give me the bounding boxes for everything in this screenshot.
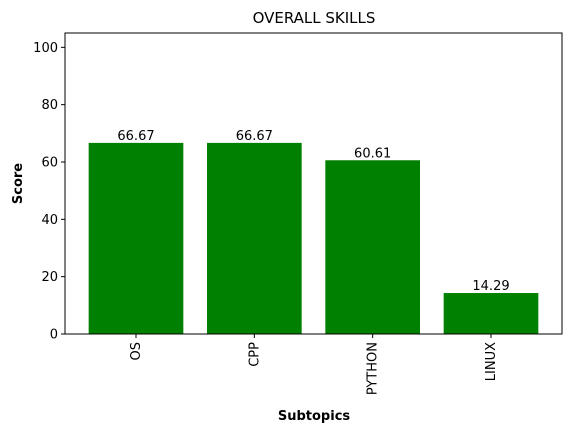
bars-layer <box>88 142 539 334</box>
y-tick-label-40: 40 <box>41 213 58 228</box>
data-label-cpp: 66.67 <box>236 129 273 144</box>
y-tick-label-20: 20 <box>41 270 58 285</box>
y-tick-label-80: 80 <box>41 98 58 113</box>
bar-python <box>325 160 420 334</box>
data-label-python: 60.61 <box>354 146 391 161</box>
y-axis-title: Score <box>11 163 26 204</box>
bar-linux <box>443 293 539 334</box>
data-label-os: 66.67 <box>117 129 154 144</box>
x-tick-label-linux: LINUX <box>484 342 499 381</box>
data-labels-layer: 66.67 66.67 60.61 14.29 <box>117 129 509 294</box>
x-axis-title: Subtopics <box>278 409 351 424</box>
chart-title: OVERALL SKILLS <box>253 9 376 27</box>
y-axis-ticks: 0 20 40 60 80 100 <box>33 41 65 343</box>
y-tick-label-60: 60 <box>41 156 58 171</box>
y-tick-label-100: 100 <box>33 41 58 56</box>
y-tick-label-0: 0 <box>50 328 58 343</box>
bar-cpp <box>207 142 302 334</box>
x-tick-label-python: PYTHON <box>366 342 381 395</box>
x-tick-label-os: OS <box>129 342 144 360</box>
x-tick-label-cpp: CPP <box>247 342 262 367</box>
bar-os <box>88 142 184 334</box>
plot-frame <box>64 32 563 335</box>
data-label-linux: 14.29 <box>472 279 509 294</box>
x-axis-ticks: OS CPP PYTHON LINUX <box>129 334 499 395</box>
